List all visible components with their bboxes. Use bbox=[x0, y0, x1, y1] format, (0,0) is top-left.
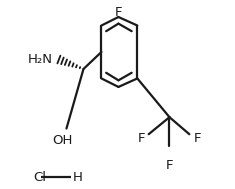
Text: H: H bbox=[73, 171, 83, 184]
Text: OH: OH bbox=[52, 134, 73, 147]
Text: F: F bbox=[137, 132, 145, 145]
Text: F: F bbox=[194, 132, 202, 145]
Text: F: F bbox=[115, 6, 122, 19]
Text: F: F bbox=[166, 159, 173, 172]
Text: H₂N: H₂N bbox=[27, 53, 52, 66]
Text: Cl: Cl bbox=[33, 171, 46, 184]
